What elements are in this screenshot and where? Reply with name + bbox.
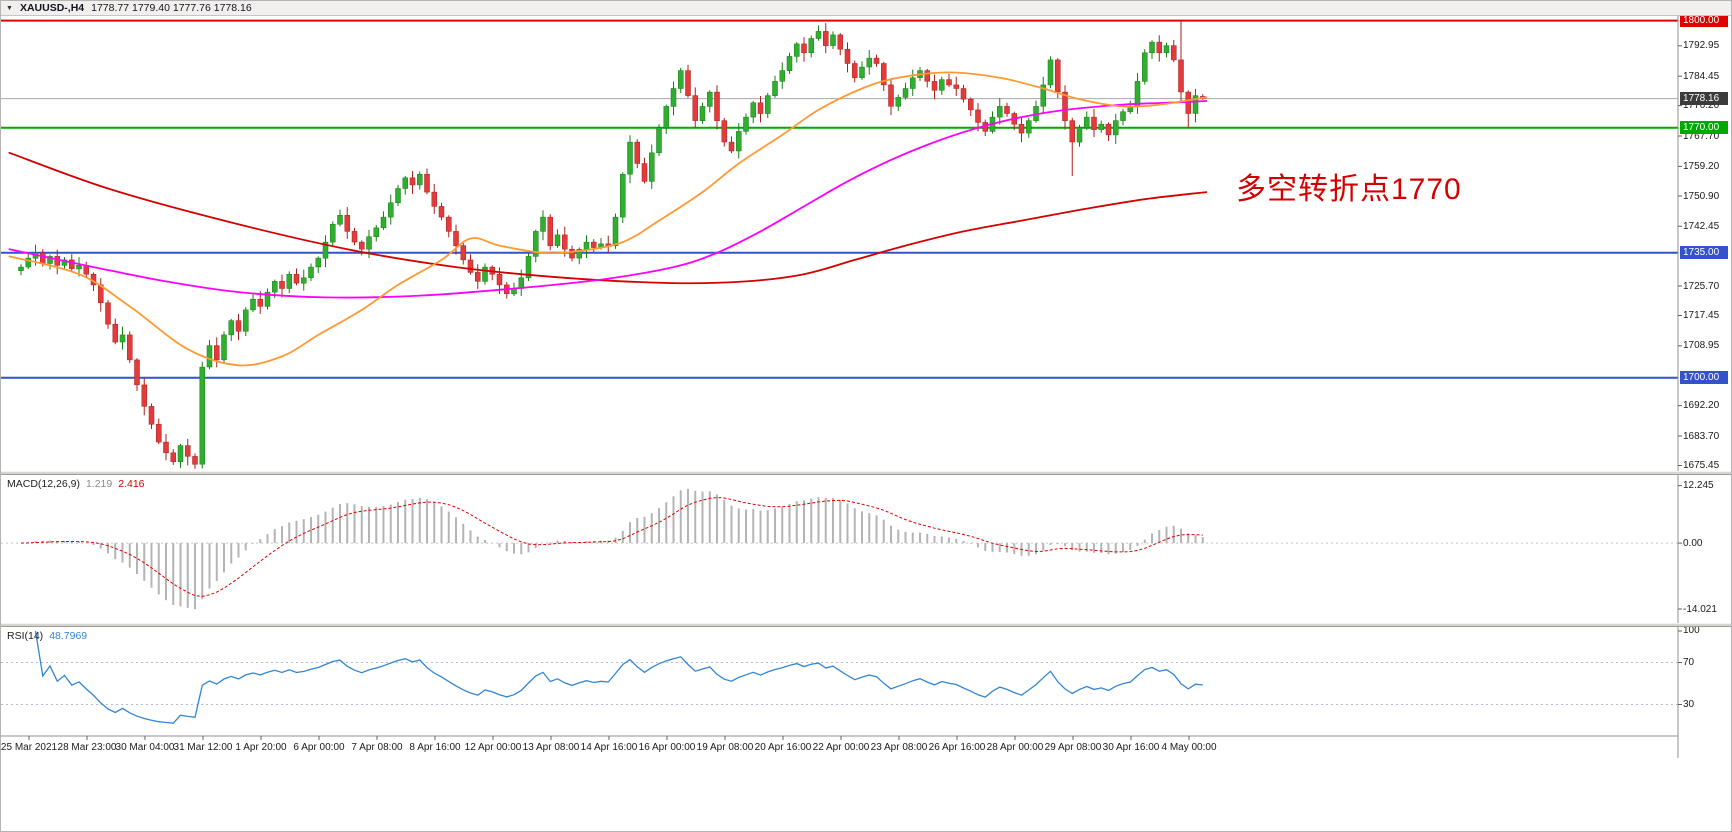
candles-layer [18, 20, 1206, 469]
rsi-layer [1, 630, 1678, 724]
macd-signal-value: 2.416 [118, 478, 145, 490]
macd-main-value: 1.219 [85, 478, 113, 490]
price-level-lines [1, 19, 1678, 379]
chart-header-bar: ▼ XAUUSD-,H4 1778.77 1779.40 1777.76 177… [1, 1, 1731, 16]
macd-name: MACD(12,26,9) [7, 478, 80, 490]
panel-separator-rsi[interactable] [1, 623, 1731, 627]
annotation-text: 多空转折点1770 [1236, 173, 1462, 206]
slow-ma [8, 151, 1208, 285]
rsi-name: RSI(14) [7, 630, 44, 642]
mid-ma [8, 100, 1208, 299]
ohlc-quote: 1778.77 1779.40 1777.76 1778.16 [91, 2, 252, 14]
fast-ma [8, 71, 1208, 367]
macd-indicator-label: MACD(12,26,9) 1.219 2.416 [7, 478, 145, 490]
rsi-value: 48.7969 [49, 630, 88, 642]
moving-averages-layer [8, 71, 1208, 367]
rsi-indicator-label: RSI(14) 48.7969 [7, 630, 87, 642]
symbol-dropdown-icon[interactable]: ▼ [6, 4, 13, 12]
macd-layer [1, 488, 1678, 610]
panel-separator-macd[interactable] [1, 471, 1731, 475]
symbol-timeframe-label: XAUUSD-,H4 [19, 2, 85, 14]
axis-chrome [1, 16, 1682, 758]
